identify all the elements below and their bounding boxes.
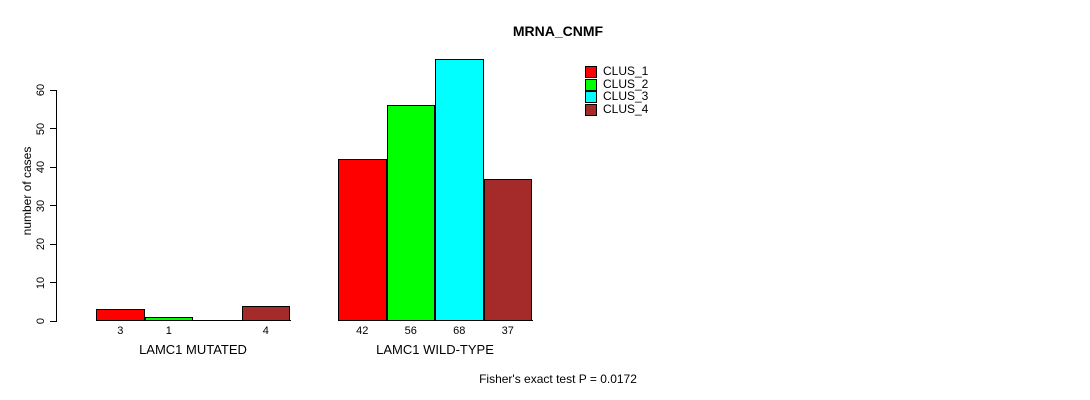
x-category-label: LAMC1 WILD-TYPE xyxy=(376,342,494,357)
y-tick-label: 10 xyxy=(35,276,47,289)
chart-title: MRNA_CNMF xyxy=(512,23,604,39)
y-axis-line xyxy=(56,90,57,322)
bar-value-label: 68 xyxy=(453,325,466,337)
bar-value-label: 3 xyxy=(117,325,124,337)
legend-label: CLUS_4 xyxy=(603,102,649,117)
y-tick xyxy=(50,205,57,206)
bar xyxy=(386,105,435,321)
y-axis-label: number of cases xyxy=(20,146,34,236)
bar-value-label: 4 xyxy=(262,325,269,337)
legend-swatch xyxy=(585,91,597,104)
bar-value-label: 1 xyxy=(165,325,172,337)
legend-label: CLUS_2 xyxy=(603,76,649,91)
y-tick-label: 40 xyxy=(35,160,47,174)
y-tick-label: 20 xyxy=(35,237,47,251)
y-tick xyxy=(50,89,57,91)
y-tick-label: 0 xyxy=(35,317,47,325)
y-tick xyxy=(50,243,57,245)
legend-swatch xyxy=(585,104,597,117)
annotation-text: Fisher's exact test P = 0.0172 xyxy=(479,372,637,386)
legend-label: CLUS_3 xyxy=(603,89,649,104)
y-tick xyxy=(50,166,57,168)
bar xyxy=(241,305,290,321)
y-tick-label: 30 xyxy=(35,199,47,212)
x-axis-baseline xyxy=(96,320,291,321)
y-tick-label: 60 xyxy=(35,83,47,97)
x-axis-baseline xyxy=(338,320,533,321)
legend-swatch xyxy=(585,66,597,78)
y-tick xyxy=(50,320,57,322)
bar xyxy=(483,178,532,321)
x-category-label: LAMC1 MUTATED xyxy=(139,342,247,357)
bar-value-label: 42 xyxy=(356,325,369,337)
y-tick xyxy=(50,282,57,283)
y-tick-label: 50 xyxy=(35,122,47,135)
bar xyxy=(435,59,484,321)
y-tick xyxy=(50,128,57,129)
legend-swatch xyxy=(585,78,597,91)
bar xyxy=(338,159,387,321)
legend-label: CLUS_1 xyxy=(603,64,649,78)
bar-value-label: 37 xyxy=(501,325,514,337)
bar-value-label: 56 xyxy=(404,325,417,337)
